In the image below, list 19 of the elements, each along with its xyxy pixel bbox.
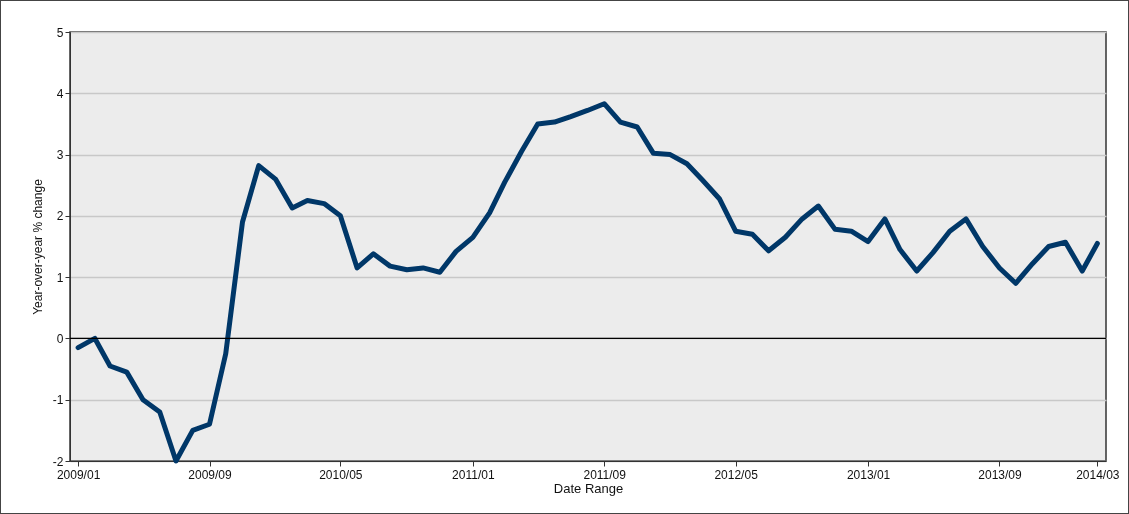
y-tick-label: -2 [52,454,64,469]
x-tick-label: 2009/09 [188,467,233,482]
x-tick-label: 2014/03 [1076,467,1120,482]
x-tick-label: 2009/01 [56,467,101,482]
x-tick-label: 2010/05 [319,467,363,482]
y-tick-label: -1 [52,393,64,408]
y-tick-label: 1 [56,270,64,285]
x-tick-label: 2011/09 [583,467,627,482]
y-tick-label: 5 [56,25,64,40]
x-axis-title: Date Range [553,480,624,496]
y-tick-label: 0 [56,331,64,346]
x-tick-label: 2012/05 [714,467,759,482]
y-axis-title: Year-over-year % change [30,178,45,315]
y-tick-label: 2 [56,209,64,224]
x-tick-label: 2013/01 [846,467,891,482]
x-tick-label: 2013/09 [978,467,1022,482]
y-tick-label: 3 [56,148,64,163]
y-tick-label: 4 [56,86,64,101]
x-tick-label: 2011/01 [452,467,495,482]
